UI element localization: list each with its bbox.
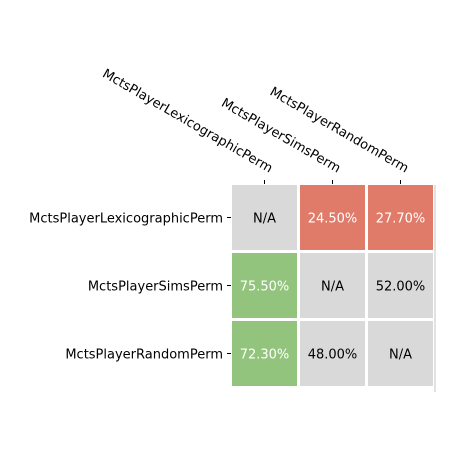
cell-value-label: 52.00% xyxy=(376,280,426,295)
row-label: MctsPlayerLexicographicPerm xyxy=(29,212,223,227)
row-label: MctsPlayerRandomPerm xyxy=(65,348,223,363)
cell-value-label: 75.50% xyxy=(240,280,290,295)
heatmap-cell-r1-c2 xyxy=(368,253,433,318)
heatmap-cell-r1-c1 xyxy=(300,253,365,318)
row-labels: MctsPlayerLexicographicPerm MctsPlayerSim… xyxy=(29,212,231,363)
heatmap-cells: N/A 24.50% 27.70% 75.50% N/A 52.00% 72.30% 48.0… xyxy=(232,185,436,392)
heatmap-cell-r1-c0 xyxy=(232,253,297,318)
cell-value-label: N/A xyxy=(389,348,412,363)
heatmap-cell-r0-c1 xyxy=(300,185,365,250)
cell-value-label: 24.50% xyxy=(308,212,358,227)
heatmap-cell-r0-c0 xyxy=(232,185,297,250)
heatmap-cell-r2-c1 xyxy=(300,321,365,386)
heatmap-cell-r2-c0 xyxy=(232,321,297,386)
cell-value-label: 48.00% xyxy=(308,348,358,363)
column-labels: MctsPlayerLexicographicPermMctsPlayerSim… xyxy=(100,67,411,184)
column-label: MctsPlayerSimsPerm xyxy=(218,96,343,177)
cell-value-label: 72.30% xyxy=(240,348,290,363)
cell-value-label: N/A xyxy=(253,212,276,227)
cell-value-label: 27.70% xyxy=(376,212,426,227)
cell-value-label: N/A xyxy=(321,280,344,295)
heatmap-cell-r2-c2 xyxy=(368,321,433,386)
row-label: MctsPlayerSimsPerm xyxy=(88,280,223,295)
heatmap-cell-r0-c2 xyxy=(368,185,433,250)
